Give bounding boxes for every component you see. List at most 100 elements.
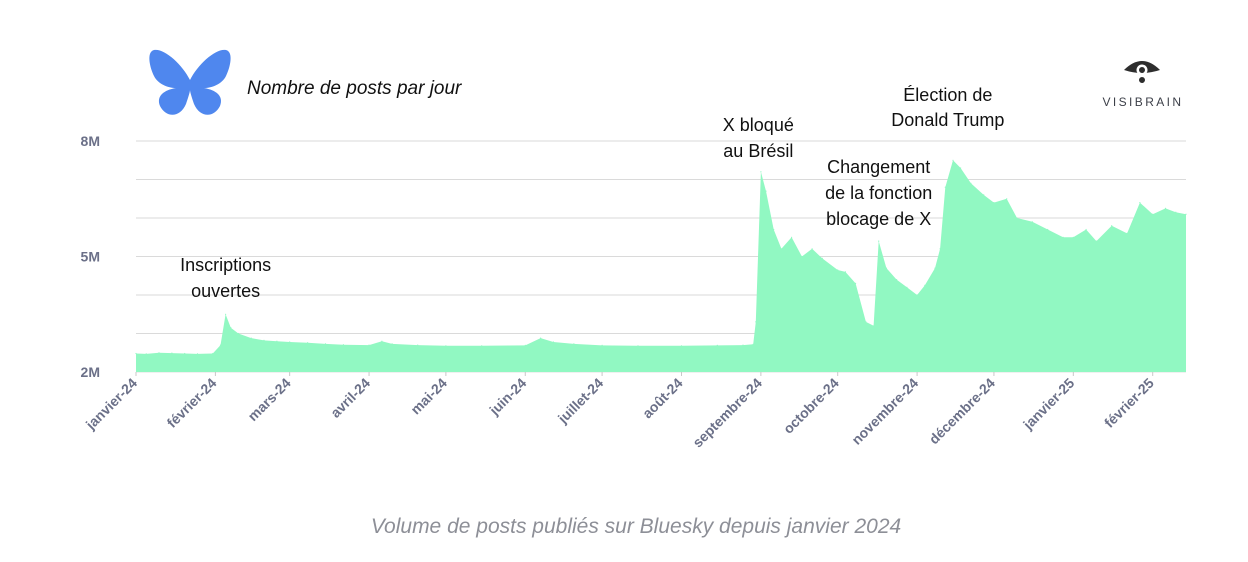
data-point [811, 248, 813, 250]
data-point [212, 352, 214, 355]
x-tick-label: décembre-24 [926, 375, 999, 448]
x-tick-label: octobre-24 [780, 375, 842, 437]
y-tick-label: 5M [81, 249, 100, 265]
data-point [391, 343, 393, 345]
x-tick-label: août-24 [639, 375, 686, 422]
visibrain-eye-icon [1124, 61, 1160, 83]
data-point [1185, 213, 1187, 215]
data-point [145, 353, 147, 355]
data-point [481, 345, 483, 347]
y-tick-label: 2M [81, 364, 100, 380]
data-point [1031, 221, 1033, 223]
bluesky-butterfly-icon [149, 49, 231, 115]
data-point [760, 171, 762, 173]
data-point [219, 344, 222, 346]
data-point [934, 267, 936, 269]
data-point [552, 341, 555, 343]
data-point [752, 343, 754, 345]
x-axis-ticks: janvier-24 février-24 mars-24 avril-24 mai-2… [82, 372, 1157, 451]
x-tick-label: mai-24 [407, 375, 450, 418]
data-point [1006, 198, 1008, 200]
data-point [524, 344, 526, 346]
data-point [742, 344, 744, 346]
data-point [368, 344, 370, 346]
data-point [821, 257, 823, 259]
annotation-label: de la fonction [825, 183, 932, 203]
x-tick-label: avril-24 [327, 375, 373, 421]
data-point [135, 352, 137, 355]
annotation-label: Donald Trump [891, 110, 1004, 130]
annotations: Inscriptions ouvertes X bloqué au Brésil Cha… [180, 85, 1004, 301]
data-point [1175, 211, 1177, 213]
data-point [791, 236, 793, 238]
data-point [939, 248, 941, 250]
data-point [289, 341, 291, 343]
y-axis-ticks: 2M 5M 8M [81, 133, 100, 380]
data-point [1047, 228, 1049, 231]
data-point [855, 282, 857, 284]
data-point [445, 345, 447, 347]
y-tick-label: 8M [81, 133, 100, 149]
data-point [878, 240, 880, 242]
annotation-label: Élection de [903, 85, 992, 105]
x-tick-label: juin-24 [485, 375, 529, 419]
data-point [381, 340, 383, 342]
data-point [573, 343, 575, 345]
data-point [960, 167, 962, 169]
data-point [263, 339, 265, 341]
area-layer [135, 159, 1187, 372]
data-point [196, 353, 199, 355]
x-tick-label: janvier-25 [1019, 375, 1077, 433]
data-point [230, 327, 232, 329]
x-tick-label: janvier-24 [82, 375, 140, 433]
data-point [342, 344, 344, 346]
data-point [171, 352, 173, 354]
data-point [970, 182, 972, 184]
data-point [237, 332, 239, 335]
annotation-label: Inscriptions [180, 255, 271, 275]
x-tick-label: février-24 [164, 375, 220, 431]
data-point [1095, 240, 1097, 242]
data-point [1111, 225, 1113, 227]
data-point [896, 279, 898, 281]
x-tick-label: septembre-24 [689, 375, 765, 451]
data-point [906, 286, 908, 288]
data-point [944, 186, 946, 188]
data-point [225, 313, 227, 315]
data-point [916, 294, 918, 296]
data-point [983, 194, 985, 196]
x-tick-label: novembre-24 [848, 375, 921, 448]
data-point [952, 159, 954, 161]
annotation-label: ouvertes [191, 281, 260, 301]
data-point [1062, 236, 1064, 238]
data-point [324, 343, 327, 345]
data-point [1164, 207, 1167, 209]
data-point [307, 342, 309, 344]
data-point [1016, 217, 1018, 219]
data-point [801, 255, 803, 258]
visibrain-logo-text: VISIBRAIN [1103, 95, 1184, 109]
data-point [1126, 232, 1128, 234]
data-point [601, 344, 603, 346]
data-point [276, 340, 278, 342]
data-point [1152, 213, 1154, 215]
data-point [716, 344, 718, 346]
annotation-label: au Brésil [723, 141, 793, 161]
annotation-label: Changement [827, 157, 930, 177]
x-tick-label: juillet-24 [554, 375, 606, 427]
data-point [993, 202, 995, 204]
data-point [250, 337, 252, 339]
data-point [637, 345, 639, 347]
annotation-label: X bloqué [723, 115, 794, 135]
data-point [540, 337, 542, 339]
data-point [158, 352, 160, 354]
chart-subtitle: Nombre de posts par jour [247, 78, 462, 99]
chart-caption: Volume de posts publiés sur Bluesky depu… [371, 515, 901, 538]
data-point [773, 228, 775, 231]
data-point [1072, 236, 1074, 238]
x-tick-label: février-25 [1101, 375, 1157, 431]
data-point [184, 352, 186, 355]
data-point [1139, 202, 1141, 204]
